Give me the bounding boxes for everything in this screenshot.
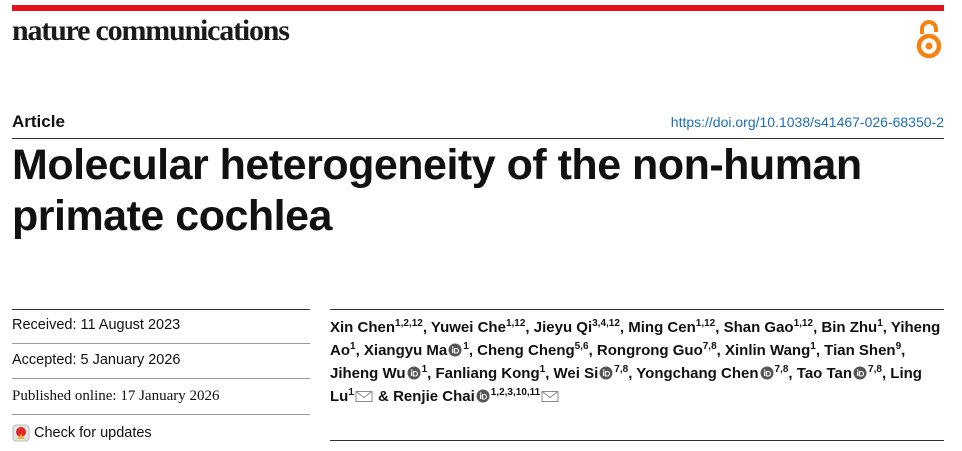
- author-separator: ,: [619, 319, 629, 336]
- article-title: Molecular heterogeneity of the non-human…: [12, 141, 862, 240]
- orcid-icon[interactable]: [760, 366, 774, 380]
- check-updates-icon: [12, 424, 30, 442]
- author-separator: ,: [468, 342, 478, 359]
- author-separator: ,: [788, 365, 797, 382]
- author-separator: ,: [422, 319, 431, 336]
- author-name: Cheng Cheng: [477, 342, 575, 359]
- affiliation: 1: [421, 364, 428, 375]
- author-separator: ,: [427, 365, 436, 382]
- received-date: Received: 11 August 2023: [12, 317, 181, 333]
- author-name: Jieyu Qi: [533, 319, 593, 336]
- orcid-icon[interactable]: [476, 389, 490, 403]
- affiliation: 7,8: [702, 341, 717, 352]
- author-separator: ,: [588, 342, 597, 359]
- email-icon[interactable]: [541, 389, 559, 403]
- doi-link[interactable]: https://doi.org/10.1038/s41467-026-68350…: [670, 114, 944, 130]
- author-separator: ,: [881, 365, 891, 382]
- author-name: Ling Lu: [330, 365, 922, 405]
- article-type: Article: [12, 112, 65, 131]
- affiliation: 1,12: [793, 318, 814, 329]
- author-separator: ,: [355, 342, 364, 359]
- author-name: Ming Cen: [628, 319, 696, 336]
- author-name: Yiheng Ao: [330, 319, 941, 359]
- orcid-icon[interactable]: [853, 366, 867, 380]
- affiliation: 1: [810, 341, 816, 352]
- published-date: Published online: 17 January 2026: [12, 388, 220, 404]
- author-name: Yuwei Che: [430, 319, 506, 336]
- affiliation: 1,2,12: [395, 318, 423, 329]
- affiliation: 3,4,12: [592, 318, 620, 329]
- author-name: Xiangyu Ma: [363, 342, 448, 359]
- author-separator: ,: [525, 319, 534, 336]
- affiliation: 1: [539, 364, 546, 375]
- orcid-icon[interactable]: [448, 343, 462, 357]
- author-name: Renjie Chai: [393, 388, 475, 405]
- affiliation: 1: [348, 387, 354, 398]
- affiliation: 7,8: [868, 364, 882, 375]
- author-name: Fanliang Kong: [435, 365, 540, 382]
- author-name: Rongrong Guo: [596, 342, 703, 359]
- author-separator: ,: [901, 342, 906, 359]
- divider: [12, 378, 310, 379]
- author-name: Shan Gao: [723, 319, 794, 336]
- affiliation: 1,12: [695, 318, 716, 329]
- author-name: Xin Chen: [330, 319, 396, 336]
- author-separator: ,: [813, 319, 822, 336]
- author-separator: ,: [882, 319, 891, 336]
- author-name: Xinlin Wang: [724, 342, 811, 359]
- divider: [330, 309, 944, 310]
- divider: [12, 414, 310, 415]
- author-name: Tian Shen: [824, 342, 896, 359]
- orcid-icon[interactable]: [599, 366, 613, 380]
- divider: [12, 309, 310, 310]
- author-name: Bin Zhu: [821, 319, 878, 336]
- author-list: Xin Chen1,2,12, Yuwei Che1,12, Jieyu Qi3…: [330, 316, 942, 408]
- affiliation: 7,8: [774, 364, 789, 375]
- accepted-date: Accepted: 5 January 2026: [12, 352, 181, 368]
- author-name: Jiheng Wu: [330, 365, 406, 382]
- divider: [330, 440, 944, 441]
- open-access-icon: [916, 20, 942, 59]
- affiliation: 1: [463, 341, 469, 352]
- affiliation: 7,8: [614, 364, 629, 375]
- journal-name: nature communications: [12, 14, 290, 47]
- check-updates-text: Check for updates: [34, 425, 152, 441]
- affiliation: 9: [895, 341, 902, 352]
- affiliation: 1: [350, 341, 356, 352]
- author-separator: ,: [628, 365, 637, 382]
- top-bar: [12, 5, 944, 11]
- author-name: Tao Tan: [796, 365, 853, 382]
- divider: [12, 343, 310, 344]
- author-separator: ,: [815, 342, 825, 359]
- affiliation: 1: [877, 318, 883, 329]
- check-updates[interactable]: Check for updates: [12, 424, 152, 442]
- author-separator: ,: [716, 342, 725, 359]
- orcid-icon[interactable]: [407, 366, 421, 380]
- affiliation: 5,6: [574, 341, 589, 352]
- author-name: Yongchang Chen: [636, 365, 759, 382]
- divider: [12, 138, 944, 139]
- affiliation: 1,2,3,10,11: [490, 387, 541, 398]
- author-separator: ,: [545, 365, 554, 382]
- author-separator: &: [373, 388, 394, 405]
- affiliation: 1,12: [505, 318, 526, 329]
- author-name: Wei Si: [553, 365, 599, 382]
- author-separator: ,: [715, 319, 724, 336]
- email-icon[interactable]: [355, 389, 373, 403]
